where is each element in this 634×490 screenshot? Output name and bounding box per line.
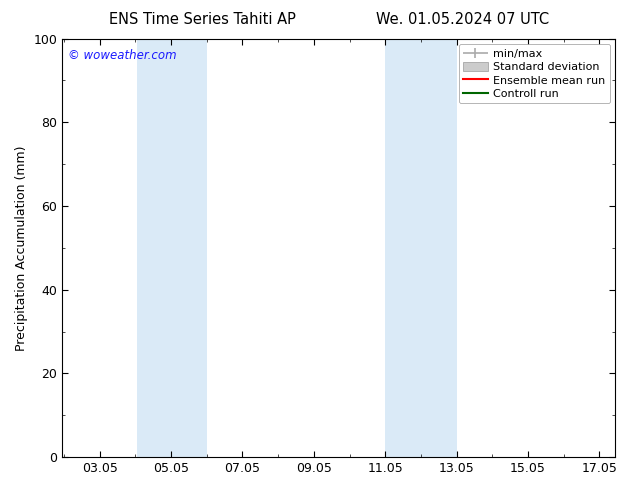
Legend: min/max, Standard deviation, Ensemble mean run, Controll run: min/max, Standard deviation, Ensemble me… bbox=[458, 44, 610, 103]
Text: We. 01.05.2024 07 UTC: We. 01.05.2024 07 UTC bbox=[376, 12, 550, 27]
Y-axis label: Precipitation Accumulation (mm): Precipitation Accumulation (mm) bbox=[15, 145, 28, 351]
Bar bbox=[137, 39, 207, 457]
Bar bbox=[385, 39, 456, 457]
Text: © woweather.com: © woweather.com bbox=[68, 49, 176, 62]
Text: ENS Time Series Tahiti AP: ENS Time Series Tahiti AP bbox=[110, 12, 296, 27]
